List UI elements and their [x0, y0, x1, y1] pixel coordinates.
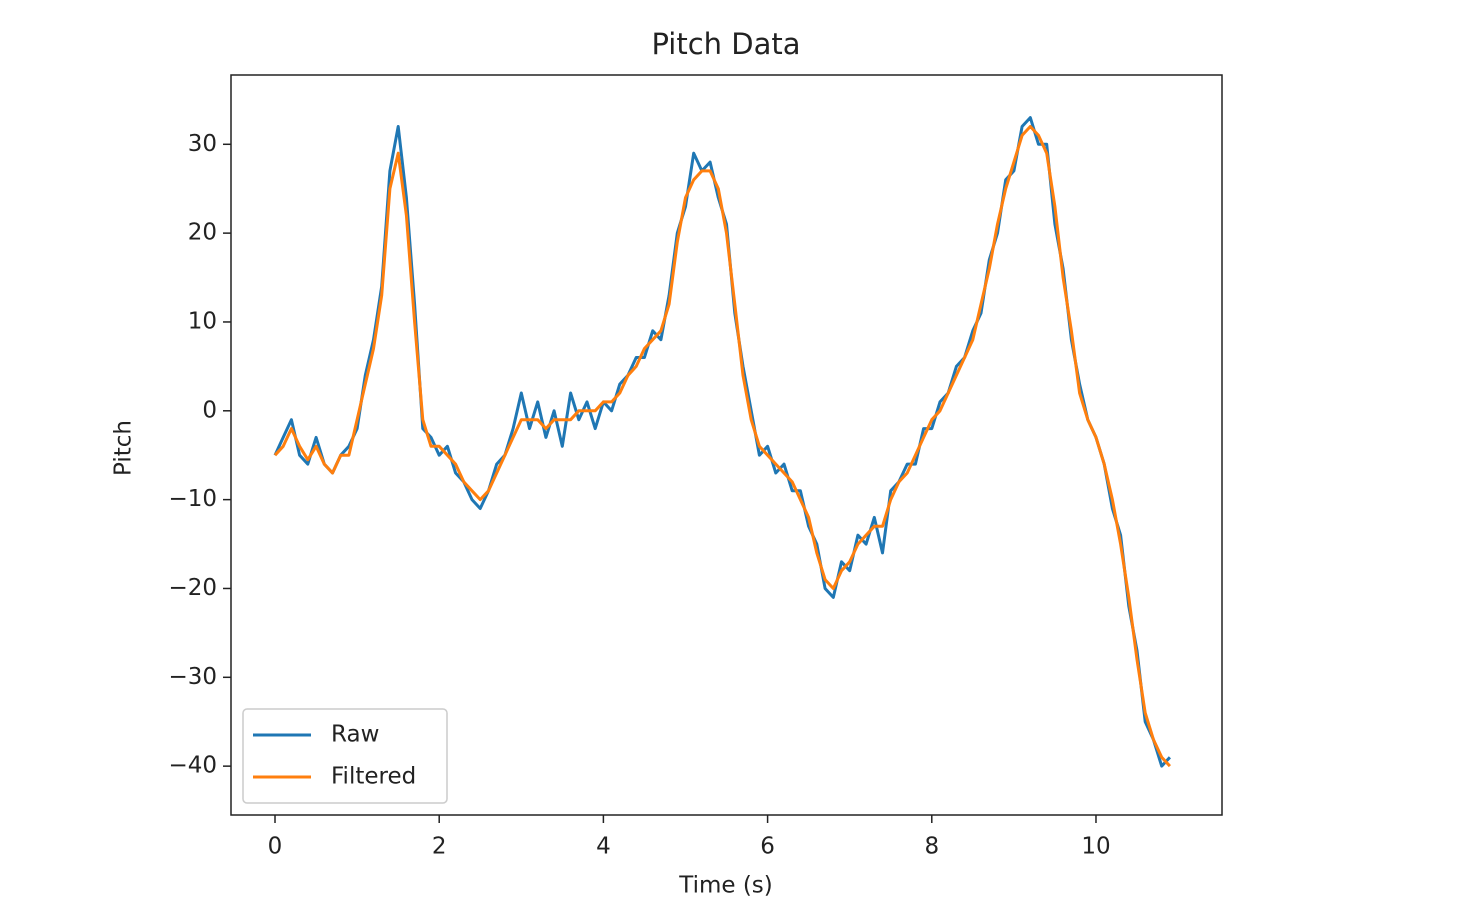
x-axis-label: Time (s) [678, 873, 773, 899]
y-tick-label: −40 [168, 753, 217, 779]
x-tick-label: 4 [596, 834, 611, 860]
plot-frame [230, 74, 1223, 816]
legend-label: Raw [331, 722, 379, 748]
series-line [273, 125, 1171, 768]
x-tick-label: 8 [924, 834, 939, 860]
legend-box [242, 708, 448, 804]
y-tick-label: −10 [168, 486, 217, 512]
y-axis-label: Pitch [111, 420, 137, 476]
x-tick-label: 6 [760, 834, 775, 860]
y-tick-label: 20 [188, 220, 217, 246]
x-tick-label: 10 [1081, 834, 1110, 860]
y-tick-label: 0 [202, 397, 217, 423]
chart-title: Pitch Data [651, 27, 800, 61]
y-tick-label: −30 [168, 664, 217, 690]
y-tick-label: 30 [188, 131, 217, 157]
legend-label: Filtered [331, 764, 416, 790]
x-tick-label: 0 [268, 834, 283, 860]
y-tick-label: −20 [168, 575, 217, 601]
y-tick-label: 10 [188, 308, 217, 334]
x-tick-label: 2 [432, 834, 447, 860]
